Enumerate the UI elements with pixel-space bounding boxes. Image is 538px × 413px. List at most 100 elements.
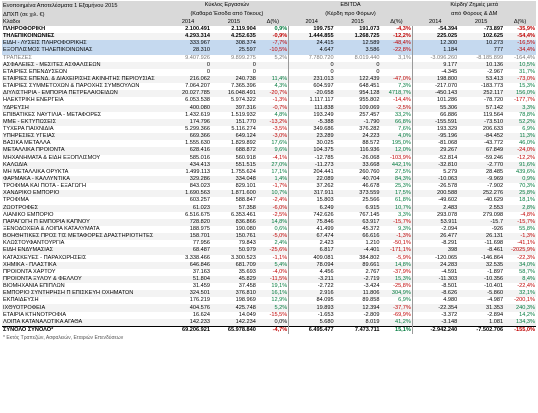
change-cell: 439,6% bbox=[516, 168, 535, 175]
value-cell: 604.597 bbox=[313, 83, 334, 90]
value-cell: -2.770 bbox=[458, 161, 505, 169]
value-cell: 954.128 bbox=[334, 90, 381, 98]
value-cell: 6.495.477 bbox=[288, 325, 335, 335]
value-cell: -3.424 bbox=[363, 283, 380, 290]
change-cell: 4718,7% bbox=[380, 90, 413, 98]
value-cell: 2.767 bbox=[365, 268, 380, 275]
change-cell: -155,0% bbox=[504, 325, 536, 335]
change-cell: -2,5% bbox=[256, 211, 290, 219]
value-cell: 603.257 bbox=[189, 197, 210, 204]
value-cell: 376.282 bbox=[359, 126, 380, 133]
value-cell: 2.119.904 bbox=[231, 26, 256, 33]
value-cell: 67.474 bbox=[288, 233, 335, 241]
value-cell: -59.246 bbox=[484, 154, 504, 161]
change-cell: -24,0% bbox=[504, 147, 536, 155]
sector-column-header: Κλάδοι bbox=[2, 19, 166, 26]
value-cell: -1.897 bbox=[487, 268, 504, 275]
value-cell: -73.897 bbox=[484, 26, 504, 33]
value-cell: 75.846 bbox=[288, 218, 335, 226]
sector-name: ΕΤΑΙΡΙΕΣ ΣΥΜΜΕΤΟΧΩΝ & ΠΑΡΟΧΗΣ ΣΥΜΒΟΥΛΩΝ bbox=[3, 83, 140, 90]
value-cell: 66.886 bbox=[440, 111, 458, 118]
value-cell: 20.027.785 bbox=[165, 90, 211, 98]
sector-name: ΜΗ ΜΕΤΑΛΛΙΚΑ ΟΡΥΚΤΑ bbox=[3, 168, 69, 175]
change-cell: 7,3% bbox=[380, 83, 413, 91]
column-header: 2015 bbox=[210, 19, 257, 26]
table-row: ΤΡΟΦΙΜΑ ΚΑΙ ΠΟΤΑ - ΕΞΑΓΩΓΗ 843.023 829.101… bbox=[2, 183, 536, 191]
value-cell: -20.658 bbox=[288, 90, 335, 98]
column-header: 2014 bbox=[165, 19, 211, 26]
change-cell: -15,7% bbox=[504, 218, 536, 226]
change-cell: -4,3% bbox=[380, 26, 413, 34]
change-cell: 14,8% bbox=[380, 261, 413, 269]
value-cell: -2.894 bbox=[487, 311, 504, 318]
value-cell: 5.680 bbox=[288, 318, 335, 327]
change-cell: 3,1% bbox=[380, 54, 413, 62]
change-cell: -5,0% bbox=[256, 233, 290, 241]
table-row: ΧΑΝΔΡΙΚΟ ΕΜΠΟΡΙΟ 1.690.563 1.871.600 10,7% 3… bbox=[2, 190, 536, 198]
value-cell: -54.394 bbox=[438, 26, 458, 33]
value-cell: 1.555.630 bbox=[185, 140, 210, 147]
value-cell: 35.693 bbox=[238, 268, 256, 275]
sector-name: ΕΠΙΒΑΤΙΚΕΣ ΝΑΥΤΙΛΙΑ - ΜΕΤΑΦΟΡΕΣ bbox=[3, 111, 102, 118]
change-cell: 9,3% bbox=[380, 225, 413, 234]
change-cell: 58,7% bbox=[519, 268, 535, 275]
change-cell: 0,6% bbox=[256, 225, 290, 234]
change-cell: 156,0% bbox=[504, 90, 536, 98]
value-cell: 225.025 bbox=[412, 33, 459, 41]
change-cell: -35,9% bbox=[517, 26, 535, 33]
value-cell: 190.080 bbox=[235, 226, 256, 232]
value-cell: 425.748 bbox=[210, 304, 257, 312]
change-cell: 5,4% bbox=[256, 261, 290, 269]
change-cell: -20,7% bbox=[256, 90, 290, 98]
column-header: 2014 bbox=[412, 19, 459, 26]
table-row: ΕΙΔΗ ΕΝΔΥΜΑΣΙΑΣ 68.487 50.979 -25,6% 6.817 -4… bbox=[2, 247, 536, 255]
sector-name: ΥΠΗΡΕΣΙΕΣ ΥΓΕΙΑΣ bbox=[2, 133, 166, 141]
change-cell: 52,2% bbox=[504, 118, 536, 126]
value-cell: -1.653 bbox=[317, 311, 334, 318]
value-cell: 26.131 bbox=[458, 233, 505, 241]
table-row: ΦΑΡΜΑΚΑ - ΚΑΛΛΥΝΤΙΚΑ 329.286 334.048 1,4% 22… bbox=[2, 175, 536, 184]
value-cell: -7.902 bbox=[487, 183, 504, 190]
change-cell: 91,6% bbox=[504, 161, 536, 169]
change-cell: -54,4% bbox=[504, 33, 536, 41]
sector-name: ΙΧΘΥΟΤΡΟΦΕΙΑ bbox=[2, 304, 166, 312]
value-cell: 0 bbox=[334, 61, 381, 69]
change-cell: 19,1% bbox=[256, 283, 290, 291]
sector-name: ΒΙΟΜΗΧΑΝΙΑ ΕΠΙΠΛΩΝ bbox=[3, 283, 65, 290]
change-cell: 5,2% bbox=[256, 54, 290, 62]
change-cell: 14,2% bbox=[519, 311, 535, 318]
value-cell: -8.626 bbox=[412, 290, 459, 298]
column-header: 2015 bbox=[458, 19, 505, 26]
column-header: 2014 bbox=[288, 19, 335, 26]
change-cell: 31,7% bbox=[519, 68, 535, 75]
unit-label: ΔΠΧΠ (σε χιλ. €) bbox=[2, 11, 166, 19]
value-cell: 1.081 bbox=[458, 318, 505, 327]
value-cell: 55.306 bbox=[412, 104, 459, 112]
value-cell: 24.223 bbox=[334, 133, 381, 141]
table-row: ΕΙΔΗ - ΛΥΣΕΙΣ ΠΛΗΡΟΦΟΡΙΚΗΣ 333.967 308.374… bbox=[2, 40, 536, 48]
value-cell: 1.432.619 bbox=[185, 111, 210, 118]
value-cell: 6.817 bbox=[288, 247, 335, 255]
value-cell: -5.860 bbox=[458, 290, 505, 298]
value-cell: 150.761 bbox=[210, 233, 257, 241]
value-cell: 200.588 bbox=[412, 190, 459, 198]
value-cell: -11.698 bbox=[484, 240, 504, 247]
value-cell: 240.738 bbox=[210, 75, 257, 84]
table-row: ΖΩΟΤΡΟΦΕΣ 61.023 57.358 -6,0% 6.249 6.915 10,7… bbox=[2, 204, 536, 212]
value-cell: 252.276 bbox=[458, 190, 505, 198]
value-cell: 308.374 bbox=[210, 40, 257, 48]
value-cell: 10.136 bbox=[458, 61, 505, 69]
value-cell: 15.803 bbox=[316, 197, 334, 204]
change-cell: -177,7% bbox=[514, 97, 535, 104]
change-cell bbox=[380, 61, 413, 69]
group-profit-subtitle: από Φόρους & ΔΜ bbox=[412, 11, 536, 19]
value-cell: 829.101 bbox=[235, 183, 256, 190]
change-cell: -5,9% bbox=[380, 254, 413, 262]
change-cell: 70,3% bbox=[519, 183, 535, 190]
value-cell: 1.444.855 bbox=[288, 33, 335, 41]
change-cell: -103,9% bbox=[380, 154, 413, 162]
value-cell: 2.553 bbox=[458, 204, 505, 212]
value-cell: 3.300.523 bbox=[230, 254, 256, 261]
value-cell: 6.053.538 bbox=[185, 97, 210, 104]
change-cell: -2,4% bbox=[256, 197, 290, 205]
